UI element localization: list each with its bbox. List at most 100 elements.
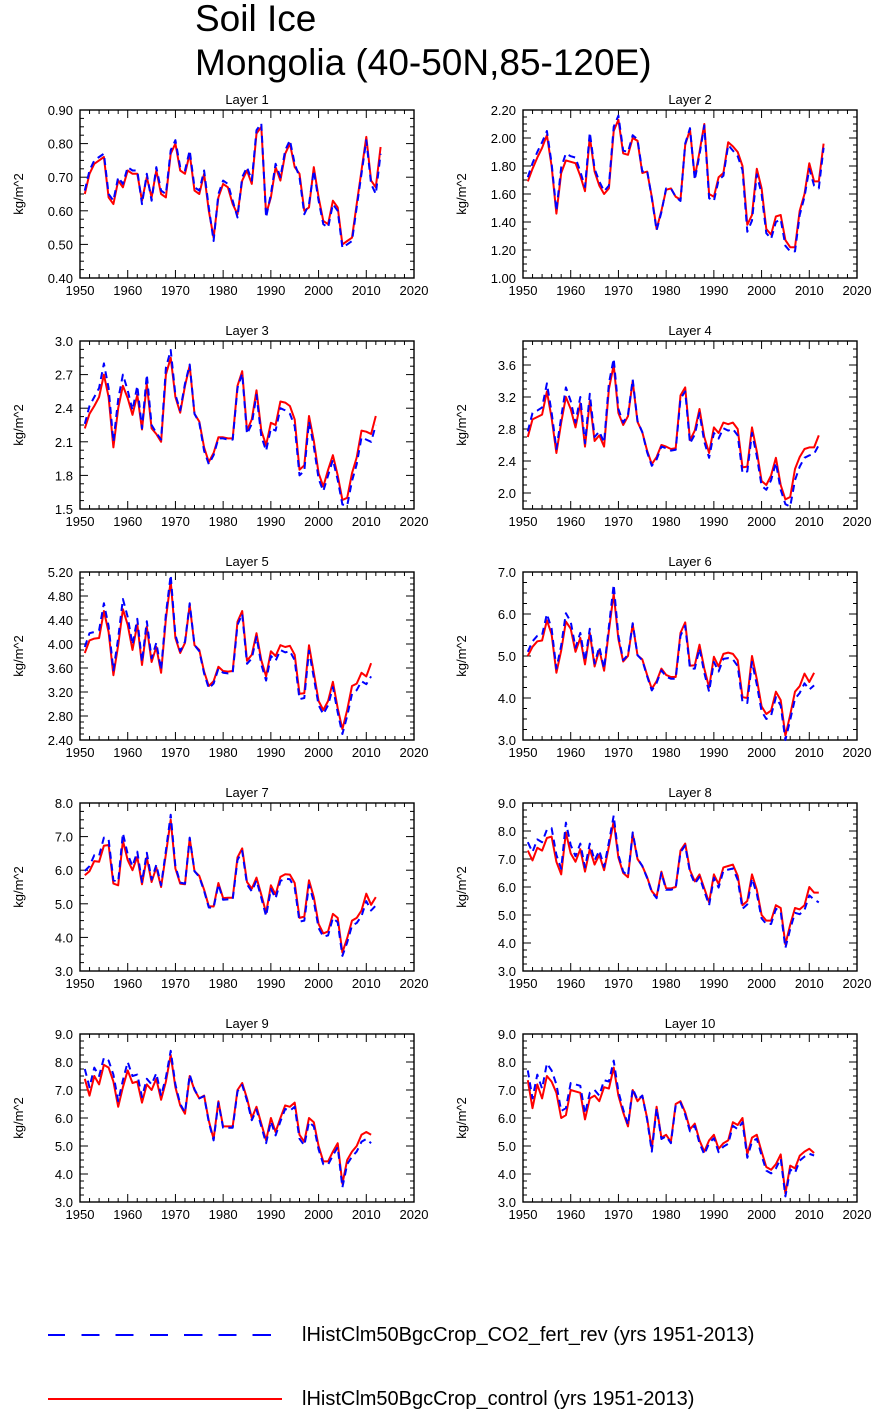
series-line-co2-fert-rev bbox=[83, 349, 377, 507]
x-tick-label: 2000 bbox=[747, 745, 776, 760]
chart-title-line-2: Mongolia (40-50N,85-120E) bbox=[195, 42, 652, 83]
x-tick-label: 1970 bbox=[604, 976, 633, 991]
plot-frame bbox=[79, 109, 415, 279]
x-tick-label: 1950 bbox=[66, 283, 95, 298]
y-tick-label: 6.0 bbox=[55, 1111, 73, 1126]
series-line-control bbox=[526, 364, 820, 501]
x-tick-label: 1960 bbox=[556, 976, 585, 991]
y-tick-label: 2.7 bbox=[55, 368, 73, 383]
plot-frame bbox=[522, 340, 858, 510]
x-tick-label: 1960 bbox=[113, 283, 142, 298]
series-line-control bbox=[83, 580, 373, 731]
y-tick-label: 6.0 bbox=[498, 880, 516, 895]
panel-title: Layer 5 bbox=[225, 554, 268, 569]
y-tick-label: 0.90 bbox=[48, 103, 73, 118]
x-tick-label: 1950 bbox=[509, 976, 538, 991]
x-tick-label: 1950 bbox=[66, 514, 95, 529]
x-tick-label: 1960 bbox=[113, 1207, 142, 1222]
x-tick-label: 1950 bbox=[66, 976, 95, 991]
chart-title-line-1: Soil Ice bbox=[195, 0, 317, 39]
y-tick-label: 1.60 bbox=[491, 187, 516, 202]
x-tick-label: 1950 bbox=[509, 283, 538, 298]
series-line-control bbox=[83, 356, 377, 501]
y-tick-label: 6.0 bbox=[55, 863, 73, 878]
x-tick-label: 1980 bbox=[652, 283, 681, 298]
x-tick-label: 2000 bbox=[304, 283, 333, 298]
chart-panel-3: Layer 3 kg/m^2 1950 1960 1970 1980 1990 2000 201… bbox=[11, 323, 428, 529]
x-tick-label: 2010 bbox=[352, 976, 381, 991]
series-line-co2-fert-rev bbox=[526, 114, 825, 253]
y-tick-label: 2.00 bbox=[491, 131, 516, 146]
y-tick-label: 6.0 bbox=[498, 1111, 516, 1126]
x-tick-label: 1970 bbox=[604, 745, 633, 760]
x-tick-label: 2000 bbox=[747, 976, 776, 991]
x-tick-label: 1990 bbox=[256, 745, 285, 760]
y-tick-label: 4.00 bbox=[48, 637, 73, 652]
y-tick-label: 1.00 bbox=[491, 271, 516, 286]
y-tick-label: 8.0 bbox=[498, 824, 516, 839]
x-tick-label: 1950 bbox=[66, 745, 95, 760]
x-tick-label: 2010 bbox=[352, 1207, 381, 1222]
y-tick-label: 1.20 bbox=[491, 243, 516, 258]
y-tick-label: 3.0 bbox=[55, 964, 73, 979]
y-tick-label: 7.0 bbox=[55, 830, 73, 845]
series-line-control bbox=[526, 592, 815, 737]
x-tick-label: 1950 bbox=[509, 745, 538, 760]
series-line-co2-fert-rev bbox=[83, 574, 372, 735]
panel-title: Layer 4 bbox=[668, 323, 711, 338]
x-tick-label: 1960 bbox=[113, 976, 142, 991]
x-tick-label: 1970 bbox=[161, 283, 190, 298]
y-tick-label: 4.0 bbox=[498, 691, 516, 706]
y-tick-label: 6.0 bbox=[498, 607, 516, 622]
y-tick-label: 1.5 bbox=[55, 502, 73, 517]
x-tick-label: 2000 bbox=[747, 283, 776, 298]
x-tick-label: 2010 bbox=[795, 283, 824, 298]
x-tick-label: 2020 bbox=[400, 514, 429, 529]
y-tick-label: 7.0 bbox=[498, 852, 516, 867]
x-tick-label: 1960 bbox=[556, 283, 585, 298]
legend-swatch-solid-red bbox=[48, 1398, 282, 1400]
chart-panel-8: Layer 8 kg/m^2 1950 1960 1970 1980 1990 2000 201… bbox=[454, 785, 871, 991]
x-tick-label: 2020 bbox=[400, 283, 429, 298]
y-tick-label: 2.8 bbox=[498, 422, 516, 437]
y-tick-label: 1.40 bbox=[491, 215, 516, 230]
y-tick-label: 0.50 bbox=[48, 237, 73, 252]
x-tick-label: 1950 bbox=[509, 514, 538, 529]
series-line-co2-fert-rev bbox=[526, 814, 820, 949]
x-tick-label: 1980 bbox=[652, 1207, 681, 1222]
x-tick-label: 2010 bbox=[352, 283, 381, 298]
y-axis-label: kg/m^2 bbox=[454, 866, 469, 908]
series-line-control bbox=[526, 118, 825, 249]
plot-frame bbox=[79, 1033, 415, 1203]
y-tick-label: 9.0 bbox=[498, 1027, 516, 1042]
x-tick-label: 2010 bbox=[352, 745, 381, 760]
x-tick-label: 2020 bbox=[400, 976, 429, 991]
x-tick-label: 1960 bbox=[556, 514, 585, 529]
series-line-control bbox=[83, 1054, 372, 1185]
y-axis-label: kg/m^2 bbox=[454, 173, 469, 215]
y-tick-label: 2.20 bbox=[491, 103, 516, 118]
series-line-co2-fert-rev bbox=[83, 1049, 372, 1189]
x-tick-label: 2020 bbox=[843, 976, 872, 991]
x-tick-label: 2000 bbox=[304, 1207, 333, 1222]
y-tick-label: 5.20 bbox=[48, 565, 73, 580]
x-tick-label: 1950 bbox=[66, 1207, 95, 1222]
y-axis-label: kg/m^2 bbox=[454, 635, 469, 677]
y-tick-label: 4.0 bbox=[55, 930, 73, 945]
x-tick-label: 2000 bbox=[304, 745, 333, 760]
x-tick-label: 1970 bbox=[161, 745, 190, 760]
legend-label-co2-fert-rev: lHistClm50BgcCrop_CO2_fert_rev (yrs 1951… bbox=[302, 1324, 755, 1346]
y-tick-label: 2.4 bbox=[498, 454, 516, 469]
series-line-co2-fert-rev bbox=[526, 1059, 815, 1198]
x-tick-label: 2020 bbox=[400, 1207, 429, 1222]
y-axis-label: kg/m^2 bbox=[11, 173, 26, 215]
x-tick-label: 1960 bbox=[556, 1207, 585, 1222]
x-tick-label: 2020 bbox=[843, 745, 872, 760]
y-tick-label: 4.0 bbox=[498, 1167, 516, 1182]
y-tick-label: 0.80 bbox=[48, 137, 73, 152]
x-tick-label: 1960 bbox=[113, 514, 142, 529]
chart-panel-7: Layer 7 kg/m^2 1950 1960 1970 1980 1990 2000 201… bbox=[11, 785, 428, 991]
x-tick-label: 1990 bbox=[699, 514, 728, 529]
x-tick-label: 1970 bbox=[604, 1207, 633, 1222]
series-line-co2-fert-rev bbox=[84, 813, 377, 957]
